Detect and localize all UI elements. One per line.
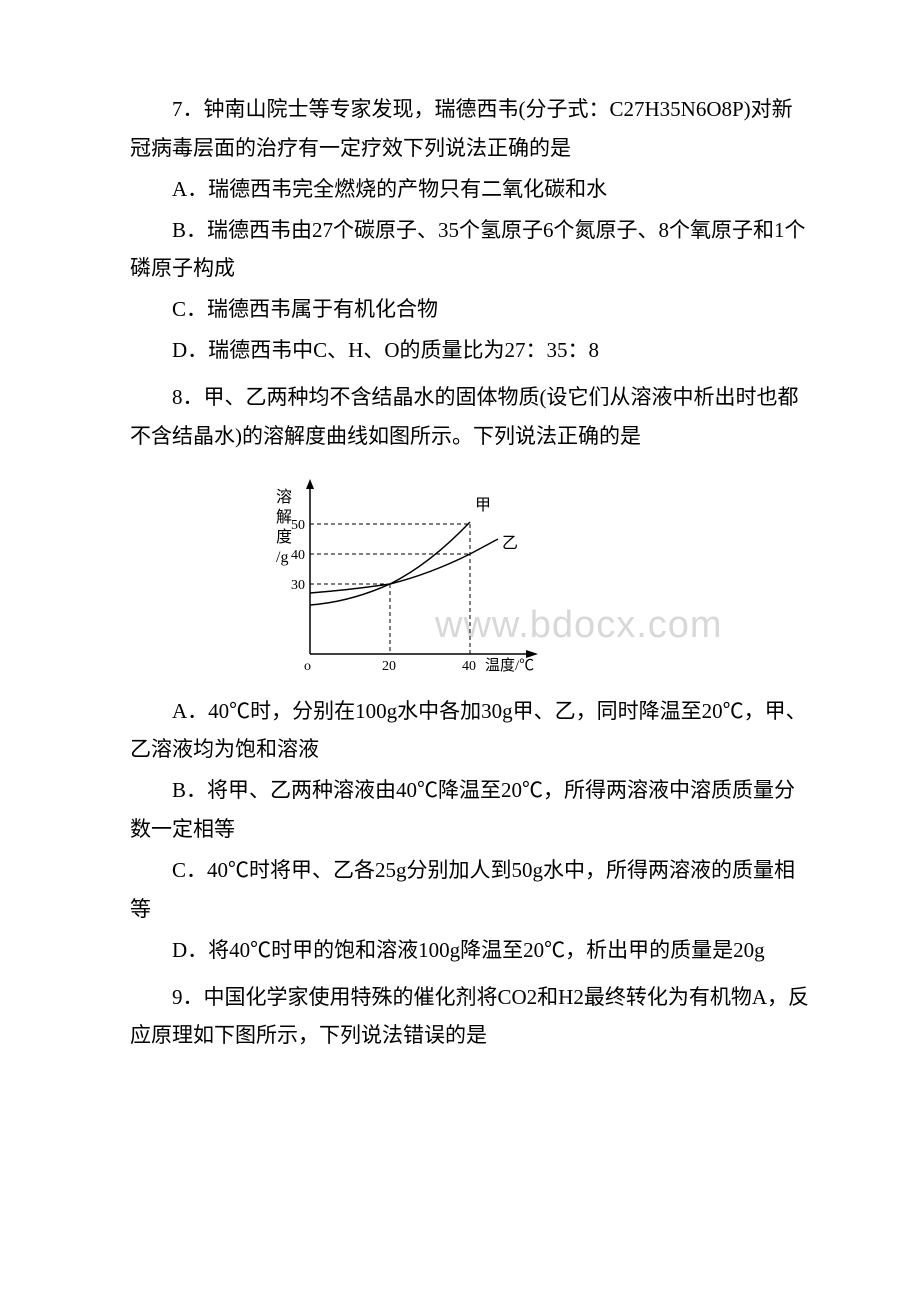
xtick-40: 40 <box>462 659 476 674</box>
y-axis-label-1: 溶 <box>276 488 292 506</box>
ytick-40: 40 <box>291 548 305 563</box>
xtick-20: 20 <box>382 659 396 674</box>
curve-jia-label: 甲 <box>475 497 491 514</box>
question-9: 9．中国化学家使用特殊的催化剂将CO2和H2最终转化为有机物A，反应原理如下图所… <box>130 978 810 1056</box>
curve-yi-label: 乙 <box>502 535 518 552</box>
chart-svg: 溶 解 度 /g 甲 乙 50 40 30 o 20 40 <box>260 474 580 674</box>
axes <box>306 479 538 658</box>
y-axis-label-3: 度 <box>276 528 292 546</box>
solubility-chart: www.bdocx.com 溶 解 度 /g <box>260 474 580 674</box>
question-8: 8．甲、乙两种均不含结晶水的固体物质(设它们从溶液中析出时也都不含结晶水)的溶解… <box>130 378 810 970</box>
q7-text: 7．钟南山院士等专家发现，瑞德西韦(分子式：C27H35N6O8P)对新冠病毒层… <box>130 90 810 168</box>
q7-opt-c: C．瑞德西韦属于有机化合物 <box>130 290 810 329</box>
q8-opt-b: B．将甲、乙两种溶液由40℃降温至20℃，所得两溶液中溶质质量分数一定相等 <box>130 771 810 849</box>
q7-opt-d: D．瑞德西韦中C、H、O的质量比为27：35：8 <box>130 331 810 370</box>
y-axis-label-4: /g <box>276 549 288 566</box>
q7-opt-b: B．瑞德西韦由27个碳原子、35个氢原子6个氮原子、8个氧原子和1个磷原子构成 <box>130 211 810 289</box>
q8-opt-d: D．将40℃时甲的饱和溶液100g降温至20℃，析出甲的质量是20g <box>130 931 810 970</box>
x-axis-label: 温度/℃ <box>485 657 534 674</box>
ytick-50: 50 <box>291 518 305 533</box>
y-axis-label-2: 解 <box>276 508 292 526</box>
q9-text: 9．中国化学家使用特殊的催化剂将CO2和H2最终转化为有机物A，反应原理如下图所… <box>130 978 810 1056</box>
origin-label: o <box>304 659 311 674</box>
q8-text: 8．甲、乙两种均不含结晶水的固体物质(设它们从溶液中析出时也都不含结晶水)的溶解… <box>130 378 810 456</box>
question-7: 7．钟南山院士等专家发现，瑞德西韦(分子式：C27H35N6O8P)对新冠病毒层… <box>130 90 810 370</box>
q8-opt-c: C．40℃时将甲、乙各25g分别加人到50g水中，所得两溶液的质量相等 <box>130 851 810 929</box>
q8-opt-a: A．40℃时，分别在100g水中各加30g甲、乙，同时降温至20℃，甲、乙溶液均… <box>130 692 810 770</box>
q7-opt-a: A．瑞德西韦完全燃烧的产物只有二氧化碳和水 <box>130 170 810 209</box>
ytick-30: 30 <box>291 578 305 593</box>
